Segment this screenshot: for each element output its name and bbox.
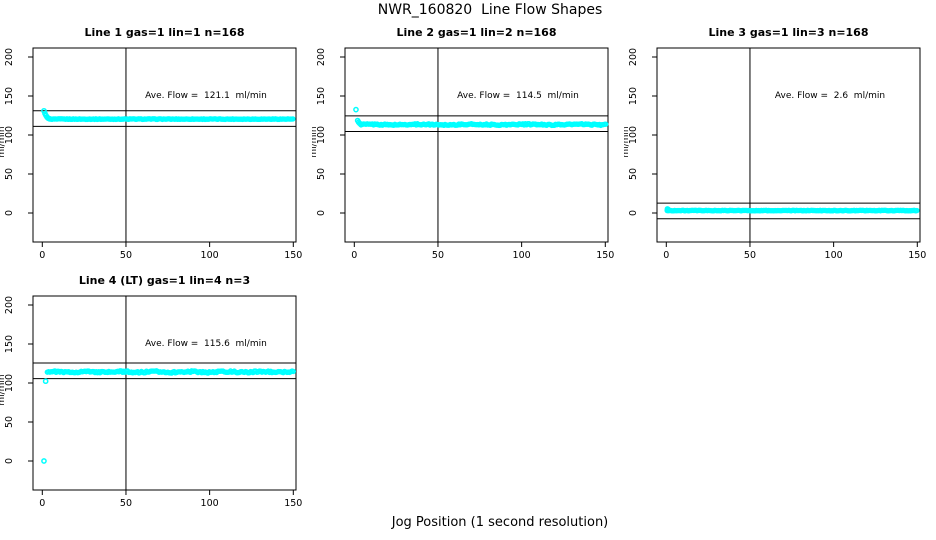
x-tick-label: 0 bbox=[39, 498, 45, 509]
y-axis-label: ml/min bbox=[0, 374, 7, 405]
x-tick-label: 150 bbox=[284, 250, 302, 261]
panel-plot-1: 0 50 100 150 0 50 100 150 200 ml/min Ave. Flow = 1… bbox=[0, 47, 302, 261]
y-axis-label: ml/min bbox=[312, 126, 319, 157]
x-axis: 0 50 100 150 bbox=[39, 242, 302, 261]
y-tick-label: 50 bbox=[628, 168, 639, 180]
y-tick-label: 200 bbox=[4, 48, 15, 66]
x-tick-label: 100 bbox=[825, 250, 843, 261]
panel-plot-3: 0 50 100 150 0 50 100 150 200 ml/min Ave. Flow = 2… bbox=[624, 47, 926, 261]
outlier-point bbox=[353, 106, 359, 113]
y-tick-label: 150 bbox=[4, 87, 15, 105]
data-points bbox=[41, 368, 296, 464]
y-tick-label: 0 bbox=[628, 210, 639, 216]
x-tick-label: 150 bbox=[284, 498, 302, 509]
panel-title-4: Line 4 (LT) gas=1 lin=4 n=3 bbox=[78, 274, 251, 287]
y-tick-label: 50 bbox=[4, 168, 15, 180]
outlier-point bbox=[357, 121, 364, 127]
panel-title-3: Line 3 gas=1 lin=3 n=168 bbox=[708, 26, 869, 39]
y-tick-label: 150 bbox=[4, 335, 15, 353]
x-tick-label: 0 bbox=[663, 250, 669, 261]
y-tick-label: 150 bbox=[628, 87, 639, 105]
x-axis: 0 50 100 150 bbox=[39, 490, 302, 509]
y-tick-label: 0 bbox=[4, 458, 15, 464]
y-tick-label: 50 bbox=[4, 416, 15, 428]
x-tick-label: 150 bbox=[908, 250, 926, 261]
panel-line-2: 0 50 100 150 0 50 100 150 200 ml/min Ave. Flow = 1… bbox=[312, 20, 624, 265]
panel-plot-2: 0 50 100 150 0 50 100 150 200 ml/min Ave. Flow = 1… bbox=[312, 47, 614, 261]
data-points bbox=[41, 107, 296, 123]
panel-plot-4: 0 50 100 150 0 50 100 150 200 ml/min Ave. Flow = 1… bbox=[0, 295, 302, 509]
plot-box bbox=[344, 47, 609, 243]
x-tick-label: 100 bbox=[513, 250, 531, 261]
x-axis: 0 50 100 150 bbox=[351, 242, 614, 261]
plot-box bbox=[32, 47, 297, 243]
y-tick-label: 150 bbox=[316, 87, 327, 105]
panel-line-4: 0 50 100 150 0 50 100 150 200 ml/min Ave. Flow = 1… bbox=[0, 268, 312, 513]
ave-flow-annotation: Ave. Flow = 115.6 ml/min bbox=[145, 339, 267, 349]
outlier-point bbox=[41, 458, 47, 464]
y-tick-label: 100 bbox=[4, 126, 15, 144]
y-tick-label: 50 bbox=[316, 168, 327, 180]
panel-line-1: 0 50 100 150 0 50 100 150 200 ml/min Ave. Flow = 1… bbox=[0, 20, 312, 265]
x-axis-global-label: Jog Position (1 second resolution) bbox=[391, 515, 609, 530]
y-axis-label: ml/min bbox=[624, 126, 631, 157]
plot-box bbox=[32, 295, 297, 491]
x-tick-label: 50 bbox=[120, 250, 132, 261]
y-axis: 0 50 100 150 200 bbox=[4, 48, 33, 216]
x-axis: 0 50 100 150 bbox=[663, 242, 926, 261]
y-tick-label: 200 bbox=[4, 296, 15, 314]
y-tick-label: 100 bbox=[316, 126, 327, 144]
x-tick-label: 100 bbox=[201, 498, 219, 509]
plot-box bbox=[656, 47, 921, 243]
y-tick-label: 100 bbox=[628, 126, 639, 144]
panel-title-1: Line 1 gas=1 lin=1 n=168 bbox=[84, 26, 245, 39]
outlier-point bbox=[41, 107, 47, 114]
x-tick-label: 100 bbox=[201, 250, 219, 261]
x-tick-label: 50 bbox=[432, 250, 444, 261]
y-axis: 0 50 100 150 200 bbox=[628, 48, 657, 216]
y-tick-label: 0 bbox=[316, 210, 327, 216]
y-axis: 0 50 100 150 200 bbox=[4, 296, 33, 464]
ave-flow-annotation: Ave. Flow = 2.6 ml/min bbox=[775, 91, 885, 101]
data-points bbox=[353, 106, 609, 129]
panel-line-3: 0 50 100 150 0 50 100 150 200 ml/min Ave. Flow = 2… bbox=[624, 20, 936, 265]
outlier-point bbox=[42, 378, 49, 385]
ave-flow-annotation: Ave. Flow = 121.1 ml/min bbox=[145, 91, 267, 101]
x-tick-label: 0 bbox=[351, 250, 357, 261]
y-tick-label: 100 bbox=[4, 374, 15, 392]
x-tick-label: 50 bbox=[744, 250, 756, 261]
y-axis-label: ml/min bbox=[0, 126, 7, 157]
data-points bbox=[664, 206, 920, 214]
ave-flow-annotation: Ave. Flow = 114.5 ml/min bbox=[457, 91, 579, 101]
x-tick-label: 0 bbox=[39, 250, 45, 261]
y-tick-label: 200 bbox=[316, 48, 327, 66]
panel-title-2: Line 2 gas=1 lin=2 n=168 bbox=[396, 26, 557, 39]
outlier-point bbox=[47, 116, 53, 122]
x-tick-label: 150 bbox=[596, 250, 614, 261]
main-title: NWR_160820 Line Flow Shapes bbox=[377, 2, 603, 18]
x-tick-label: 50 bbox=[120, 498, 132, 509]
outlier-point bbox=[665, 206, 672, 213]
y-tick-label: 0 bbox=[4, 210, 15, 216]
y-tick-label: 200 bbox=[628, 48, 639, 66]
y-axis: 0 50 100 150 200 bbox=[316, 48, 345, 216]
